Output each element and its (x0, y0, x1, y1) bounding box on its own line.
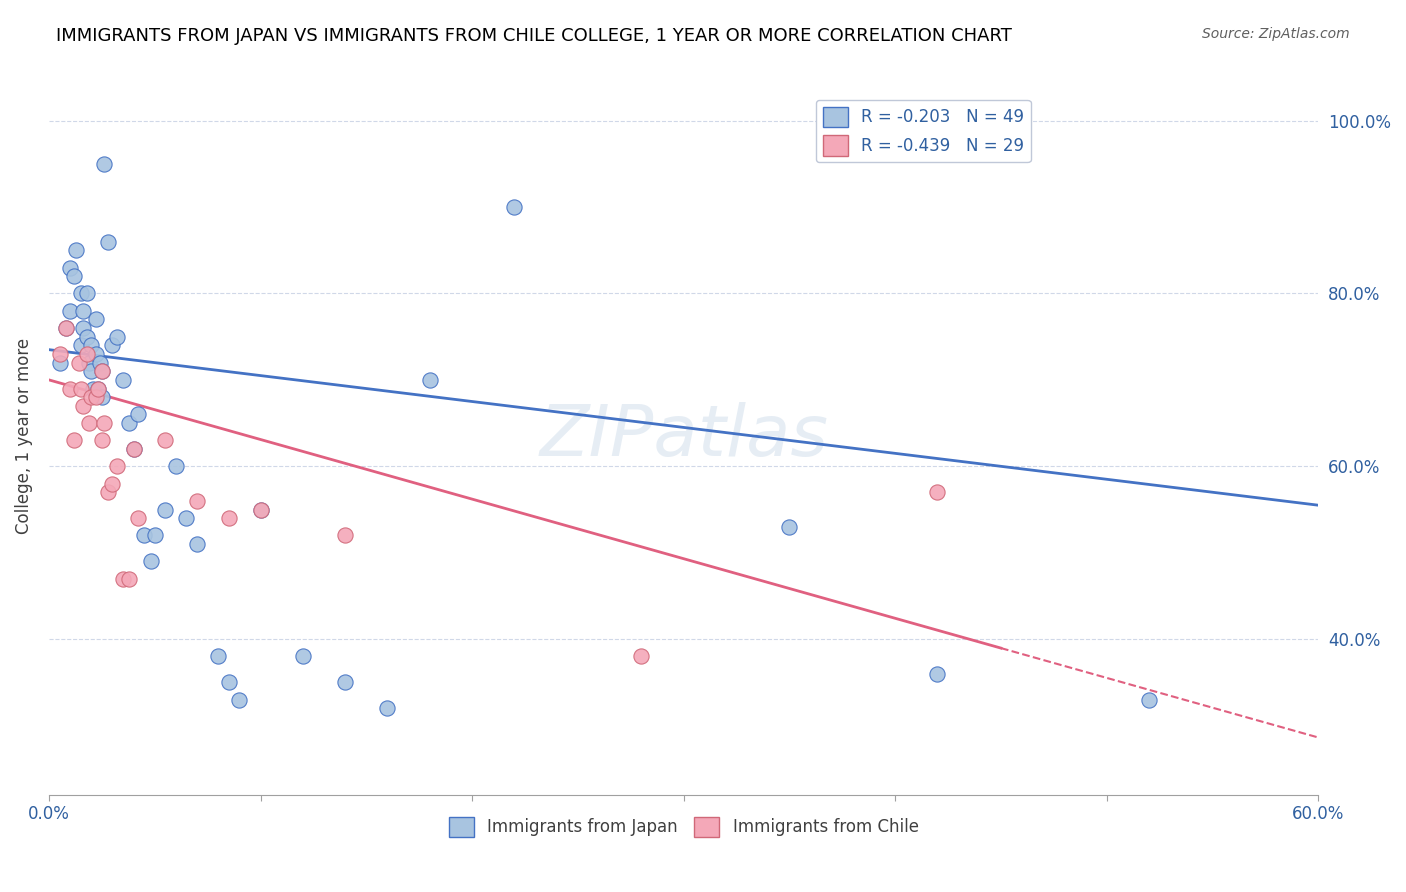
Point (89, 356, 111, 370)
Point (111, 572, 134, 586)
Point (90, 364, 112, 378)
Point (927, 666, 949, 681)
Point (105, 329, 128, 343)
Point (207, 649, 229, 664)
Point (118, 572, 141, 586)
Point (105, 459, 128, 474)
Point (155, 434, 177, 448)
Point (228, 692, 250, 706)
Point (101, 476, 124, 491)
Point (143, 528, 166, 542)
Point (48, 347, 70, 361)
Point (249, 502, 271, 516)
Point (118, 416, 141, 430)
Legend: Immigrants from Japan, Immigrants from Chile: Immigrants from Japan, Immigrants from C… (441, 810, 925, 844)
Point (127, 511, 149, 525)
Point (55, 321, 77, 335)
Text: IMMIGRANTS FROM JAPAN VS IMMIGRANTS FROM CHILE COLLEGE, 1 YEAR OR MORE CORRELATI: IMMIGRANTS FROM JAPAN VS IMMIGRANTS FROM… (56, 27, 1012, 45)
Point (63, 434, 86, 448)
Point (93, 416, 115, 430)
Y-axis label: College, 1 year or more: College, 1 year or more (15, 338, 32, 534)
Point (86, 382, 108, 396)
Point (90, 390, 112, 404)
Point (155, 502, 177, 516)
Point (333, 528, 356, 542)
Point (218, 511, 240, 525)
Text: ZIPatlas: ZIPatlas (538, 401, 828, 471)
Point (80, 390, 103, 404)
Point (84, 312, 107, 326)
Point (503, 200, 526, 214)
Point (333, 675, 356, 690)
Point (186, 537, 208, 551)
Point (59, 260, 82, 275)
Point (778, 520, 800, 534)
Point (72, 321, 94, 335)
Point (63, 269, 86, 284)
Point (77, 356, 100, 370)
Point (72, 399, 94, 413)
Point (101, 338, 124, 352)
Point (927, 485, 949, 500)
Point (82, 382, 104, 396)
Point (165, 459, 187, 474)
Point (80, 364, 103, 378)
Point (97, 485, 120, 500)
Point (84, 390, 107, 404)
Point (249, 502, 271, 516)
Point (90, 364, 112, 378)
Point (630, 649, 652, 664)
Point (69, 382, 91, 396)
Point (218, 675, 240, 690)
Point (84, 347, 107, 361)
Point (76, 347, 98, 361)
Point (291, 649, 314, 664)
Point (186, 494, 208, 508)
Point (77, 416, 100, 430)
Point (59, 382, 82, 396)
Point (48, 356, 70, 370)
Point (93, 157, 115, 171)
Point (122, 442, 145, 456)
Point (139, 554, 162, 568)
Text: Source: ZipAtlas.com: Source: ZipAtlas.com (1202, 27, 1350, 41)
Point (97, 235, 120, 249)
Point (127, 408, 149, 422)
Point (59, 303, 82, 318)
Point (67, 356, 90, 370)
Point (134, 528, 156, 542)
Point (80, 338, 103, 352)
Point (76, 286, 98, 301)
Point (55, 321, 77, 335)
Point (122, 442, 145, 456)
Point (176, 511, 198, 525)
Point (69, 286, 91, 301)
Point (72, 303, 94, 318)
Point (69, 338, 91, 352)
Point (1137, 692, 1160, 706)
Point (86, 382, 108, 396)
Point (377, 701, 399, 715)
Point (76, 329, 98, 343)
Point (65, 244, 87, 258)
Point (111, 373, 134, 387)
Point (419, 373, 441, 387)
Point (90, 434, 112, 448)
